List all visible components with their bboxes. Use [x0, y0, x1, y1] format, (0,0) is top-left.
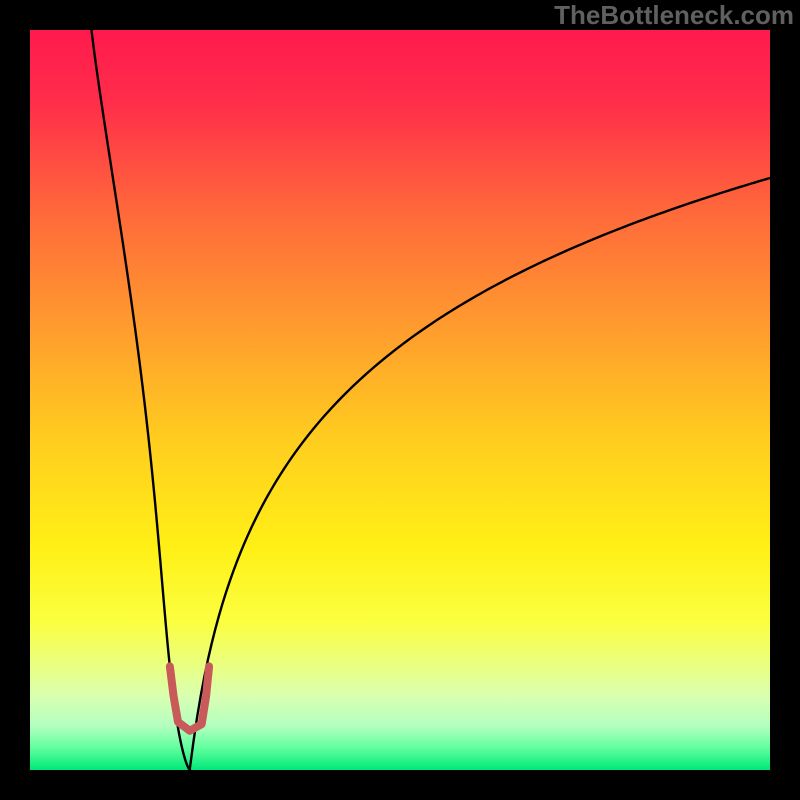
chart-svg — [30, 30, 770, 770]
plot-area — [30, 30, 770, 770]
gradient-background — [30, 30, 770, 770]
watermark-text: TheBottleneck.com — [554, 0, 794, 31]
